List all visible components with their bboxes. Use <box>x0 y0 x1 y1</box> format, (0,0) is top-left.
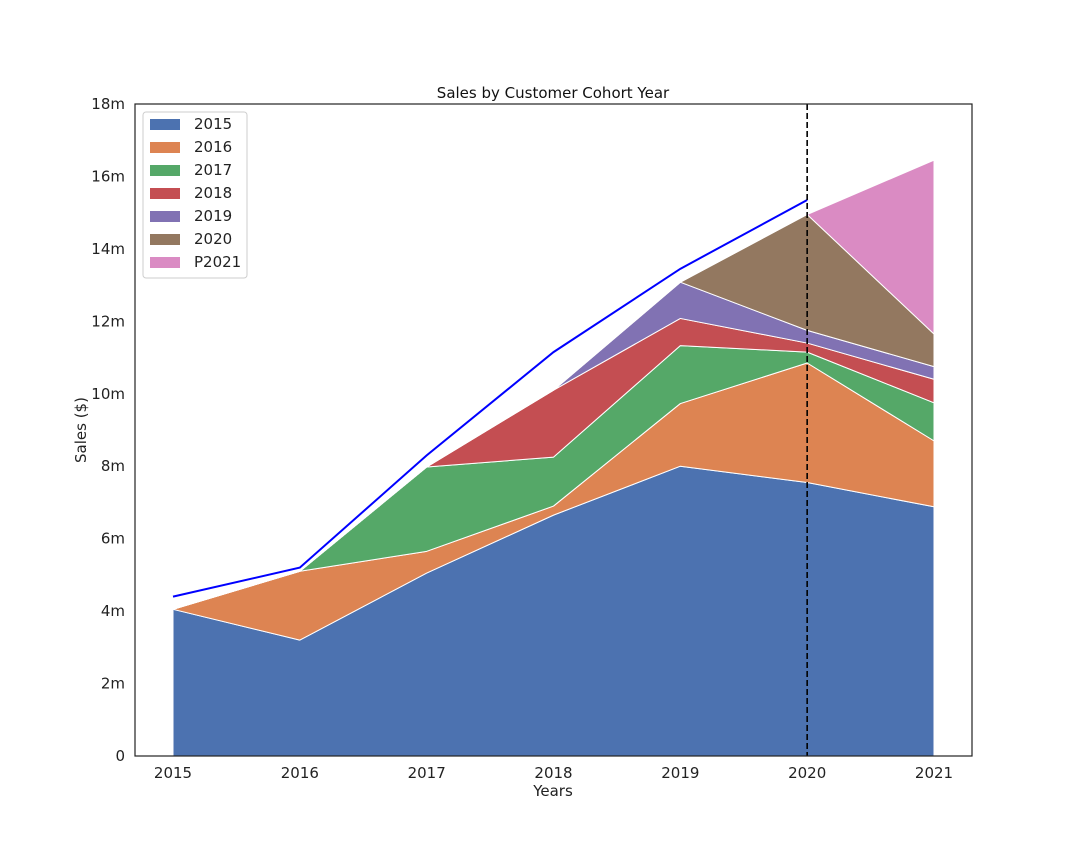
legend-swatch <box>150 188 180 199</box>
plot-frame <box>134 103 973 757</box>
y-tick-label: 6m <box>101 530 125 548</box>
area-series-P2021 <box>172 159 935 610</box>
x-tick-label: 2020 <box>788 764 826 782</box>
y-tick-label: 8m <box>101 457 125 475</box>
x-tick-label: 2021 <box>915 764 953 782</box>
legend-label: 2018 <box>194 184 232 202</box>
x-tick-label: 2017 <box>408 764 446 782</box>
y-tick-label: 2m <box>101 675 125 693</box>
total-sales-line <box>172 199 808 598</box>
y-tick-label: 10m <box>91 385 125 403</box>
y-tick-label: 0 <box>115 747 125 765</box>
legend-swatch <box>150 119 180 130</box>
legend-label: 2015 <box>194 115 232 133</box>
y-tick-label: 12m <box>91 312 125 330</box>
legend-label: 2017 <box>194 161 232 179</box>
legend-swatch <box>150 211 180 222</box>
y-tick-label: 16m <box>91 167 125 185</box>
x-axis-title: Years <box>532 782 573 800</box>
legend-label: 2019 <box>194 207 232 225</box>
y-tick-label: 18m <box>91 95 125 113</box>
x-tick-label: 2016 <box>281 764 319 782</box>
total-line-group <box>172 199 808 598</box>
chart-title: Sales by Customer Cohort Year <box>437 84 670 102</box>
legend-label: 2016 <box>194 138 232 156</box>
y-axis-title: Sales ($) <box>72 397 90 463</box>
legend-label: 2020 <box>194 230 232 248</box>
stacked-areas <box>172 159 935 757</box>
legend-swatch <box>150 234 180 245</box>
legend-swatch <box>150 257 180 268</box>
legend-swatch <box>150 142 180 153</box>
x-tick-label: 2018 <box>534 764 572 782</box>
x-tick-label: 2019 <box>661 764 699 782</box>
y-tick-label: 14m <box>91 240 125 258</box>
y-tick-label: 4m <box>101 602 125 620</box>
x-tick-label: 2015 <box>154 764 192 782</box>
x-axis-ticks: 2015 2016 2017 2018 2019 2020 2021 <box>154 764 953 782</box>
y-axis-ticks: 0 2m 4m 6m 8m 10m 12m 14m 16m 18m <box>91 95 125 765</box>
legend-swatch <box>150 165 180 176</box>
legend-label: P2021 <box>194 253 241 271</box>
legend: 2015 2016 2017 2018 2019 2020 P2021 <box>142 111 248 279</box>
